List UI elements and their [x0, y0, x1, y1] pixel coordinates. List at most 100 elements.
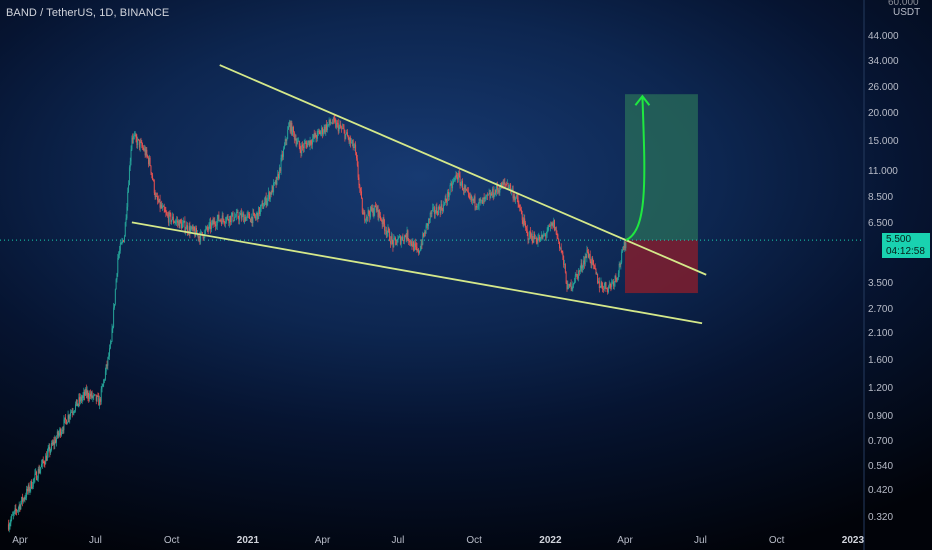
y-tick-label: 26.000 [868, 82, 899, 94]
candle-body [12, 514, 13, 516]
candle-body [572, 284, 574, 288]
candle-body [281, 154, 283, 158]
candle-body [343, 128, 345, 131]
candle-body [467, 190, 468, 192]
candle-body [109, 343, 111, 349]
candle-body [84, 391, 86, 396]
candle-body [90, 392, 92, 397]
candle-body [446, 201, 448, 202]
candle-body [9, 523, 11, 526]
candle-body [325, 124, 327, 132]
candle-body [529, 231, 531, 240]
candle-body [625, 242, 627, 249]
candle-body [328, 119, 330, 125]
candle-body [585, 256, 587, 258]
candle-body [616, 278, 618, 281]
candle-body [409, 240, 410, 243]
candle-body [269, 192, 271, 200]
candle-body [213, 220, 215, 225]
candle-body [205, 229, 207, 231]
candle-body [115, 279, 117, 290]
candle-body [457, 177, 459, 180]
candle-body [552, 222, 554, 228]
candle-body [434, 213, 436, 214]
candle-body [477, 205, 479, 207]
candle-body [346, 132, 347, 134]
candle-body [472, 198, 474, 201]
candle-body [423, 233, 425, 237]
candle-body [335, 120, 337, 128]
candle-body [43, 461, 45, 464]
candle-body [114, 289, 116, 305]
chart-title: BAND / TetherUS, 1D, BINANCE [6, 7, 170, 19]
candle-body [153, 180, 155, 193]
candle-body [301, 144, 303, 154]
candle-body [148, 158, 150, 165]
candle-body [561, 250, 563, 253]
candle-body [89, 393, 91, 397]
candle-body [243, 214, 245, 223]
candle-body [532, 240, 534, 243]
candle-body [313, 134, 315, 138]
candle-body [215, 224, 217, 227]
candle-body [11, 515, 13, 520]
candle-body [435, 207, 437, 214]
candle-body [96, 395, 98, 401]
candle-body [189, 226, 191, 234]
candle-body [130, 149, 132, 162]
candle-body [459, 175, 461, 186]
candle-body [428, 219, 430, 227]
candle-body [458, 173, 460, 176]
candle-body [353, 147, 355, 148]
candle-body [137, 138, 139, 146]
candle-body [314, 133, 316, 138]
candle-body [516, 195, 518, 198]
candle-body [607, 286, 609, 293]
candle-body [273, 182, 275, 184]
candle-body [317, 131, 318, 139]
candle-body [515, 197, 517, 200]
candle-body [438, 206, 440, 209]
candle-body [46, 455, 47, 461]
candle-body [203, 237, 205, 239]
candle-body [553, 220, 555, 228]
candle-body [131, 137, 133, 150]
candle-body [321, 127, 323, 132]
candle-body [129, 161, 131, 168]
y-tick-label: 0.900 [868, 410, 894, 422]
candle-body [46, 452, 48, 461]
candle-body [526, 229, 528, 233]
candle-body [196, 228, 197, 235]
candle-body [264, 201, 265, 207]
candle-body [583, 260, 585, 265]
candle-body [42, 459, 44, 462]
candle-body [69, 416, 71, 419]
candle-body [475, 206, 477, 207]
candle-body [461, 181, 463, 184]
candle-body [387, 228, 389, 233]
candle-body [507, 183, 509, 188]
x-tick-label: Oct [163, 535, 180, 546]
candle-body [401, 236, 403, 240]
candle-body [462, 190, 464, 192]
candle-body [79, 397, 81, 402]
candle-body [247, 213, 249, 215]
candle-body [514, 196, 516, 200]
candle-body [104, 379, 105, 381]
candle-body [622, 249, 623, 252]
candle-body [147, 155, 149, 158]
candle-body [580, 263, 582, 269]
candle-body [32, 479, 34, 487]
candle-body [470, 196, 472, 199]
candle-body [428, 219, 430, 220]
y-tick-label: 15.000 [868, 136, 899, 148]
candle-body [212, 220, 214, 225]
candle-body [287, 129, 289, 139]
candle-body [39, 469, 41, 473]
last-price-badge: 5.500 04:12:58 [882, 233, 930, 258]
candle-body [602, 285, 604, 290]
candle-body [539, 236, 541, 242]
candle-body [389, 230, 391, 241]
candle-body [362, 212, 364, 215]
